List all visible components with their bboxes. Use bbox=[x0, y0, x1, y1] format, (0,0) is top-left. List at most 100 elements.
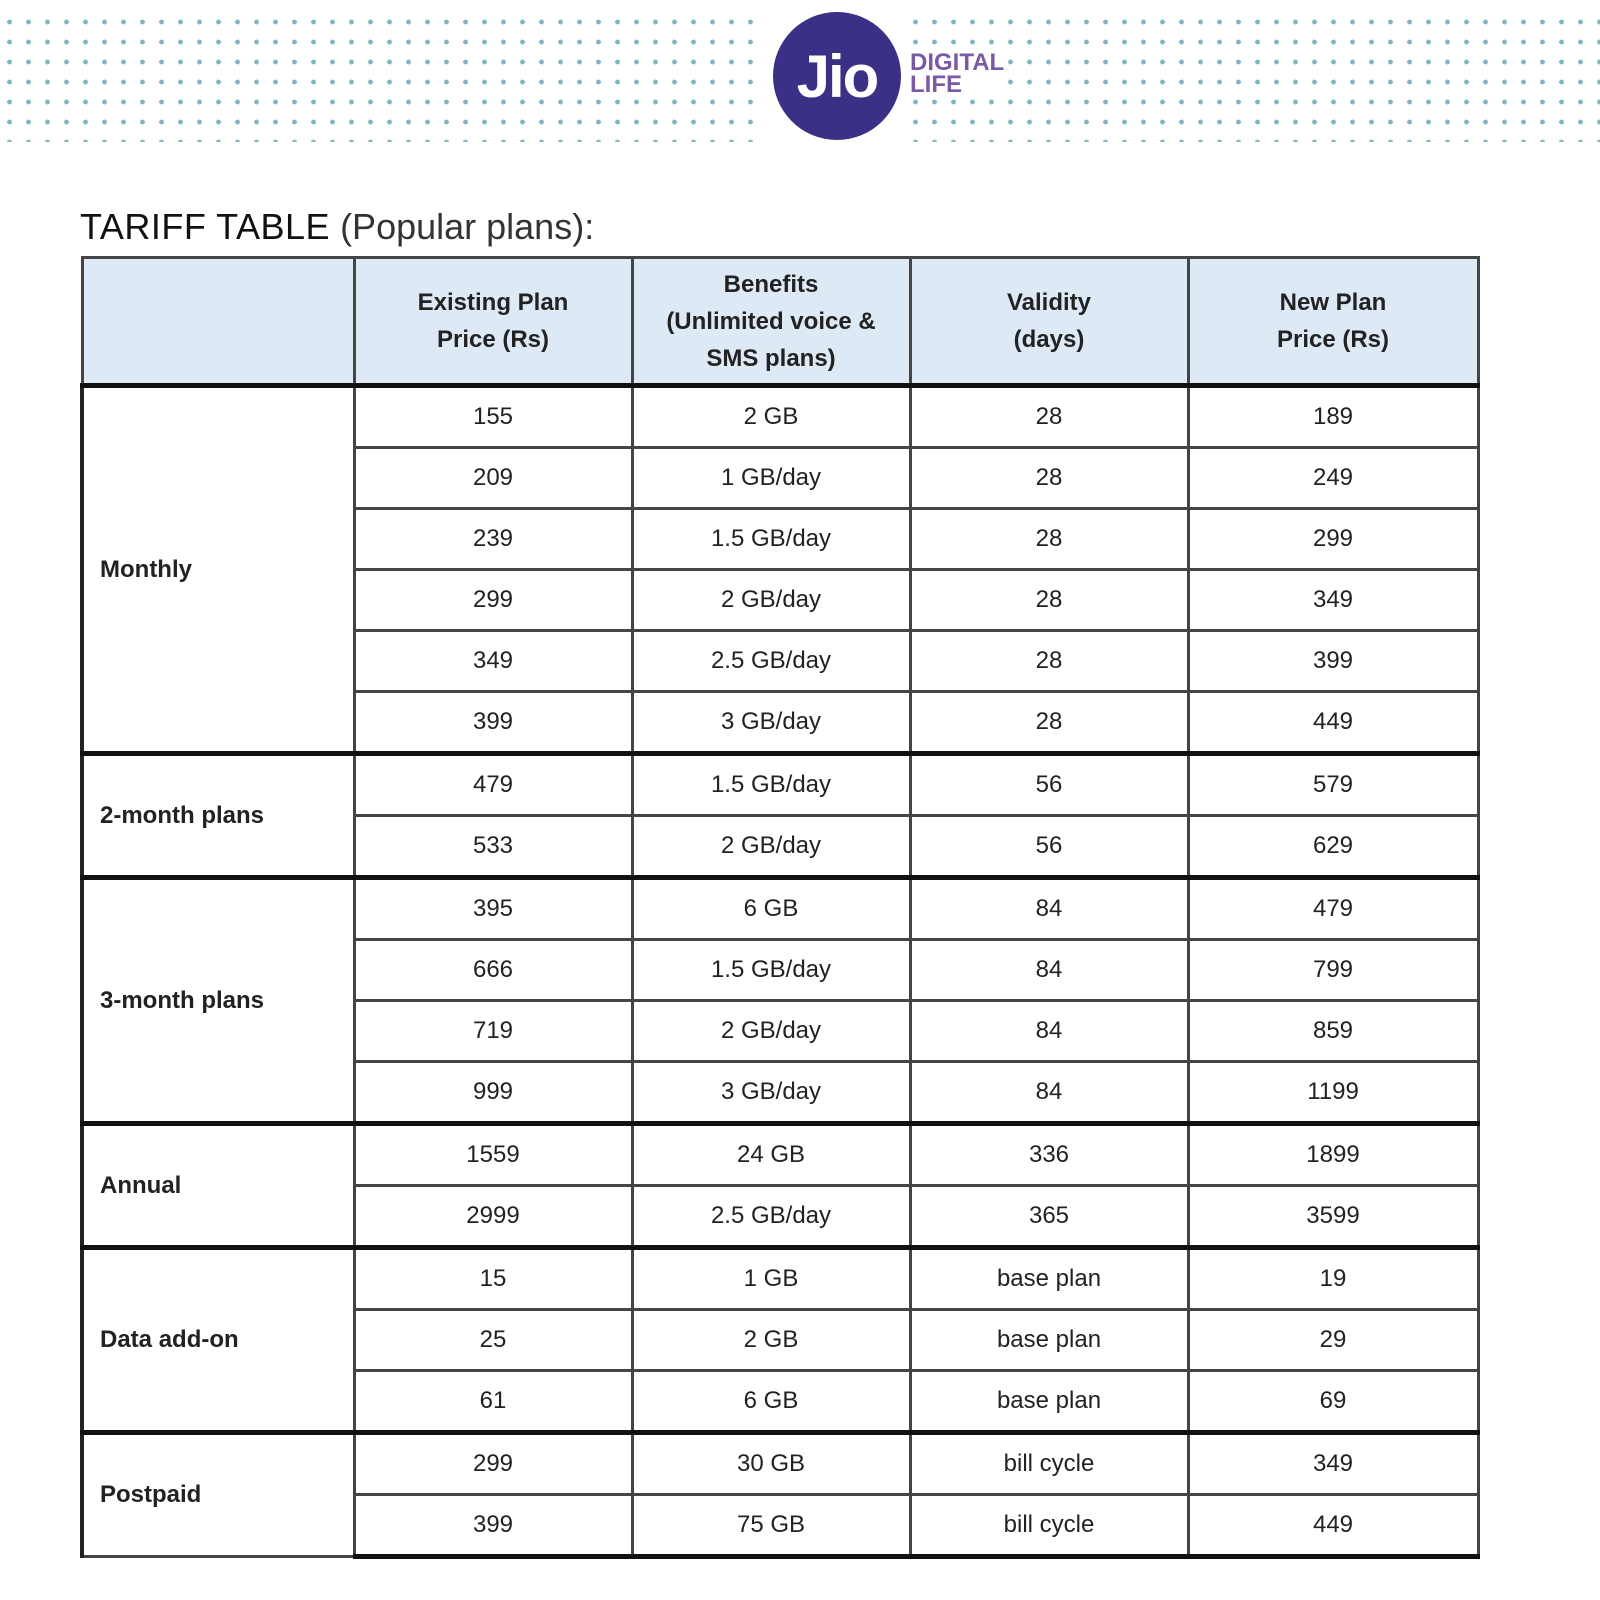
validity-cell: 28 bbox=[908, 629, 1190, 693]
validity-cell: bill cycle bbox=[908, 1493, 1190, 1559]
existing-price-cell: 399 bbox=[352, 690, 634, 755]
new-price-cell: 3599 bbox=[1186, 1184, 1480, 1249]
validity-cell: 28 bbox=[908, 446, 1190, 510]
table-row: 999 3 GB/day 84 1199 bbox=[82, 1060, 1480, 1125]
new-price-cell: 579 bbox=[1186, 751, 1480, 817]
new-price-cell: 29 bbox=[1186, 1308, 1480, 1372]
header-new-price: New Plan Price (Rs) bbox=[1186, 256, 1480, 387]
new-price-cell: 69 bbox=[1186, 1369, 1480, 1434]
table-row: 299 2 GB/day 28 349 bbox=[82, 568, 1480, 632]
table-row: 239 1.5 GB/day 28 299 bbox=[82, 507, 1480, 571]
benefit-cell: 2.5 GB/day bbox=[630, 1184, 912, 1249]
new-price-cell: 299 bbox=[1186, 507, 1480, 571]
header-banner: Jio DIGITAL LIFE bbox=[0, 0, 1600, 160]
plan-group-label: 3-month plans bbox=[80, 875, 356, 1125]
benefit-cell: 2 GB/day bbox=[630, 568, 912, 632]
new-price-cell: 629 bbox=[1186, 814, 1480, 879]
plan-group-label: Monthly bbox=[80, 383, 356, 755]
new-price-cell: 189 bbox=[1186, 383, 1480, 449]
existing-price-cell: 15 bbox=[352, 1245, 634, 1311]
table-row: 399 3 GB/day 28 449 bbox=[82, 690, 1480, 755]
benefit-cell: 1 GB bbox=[630, 1245, 912, 1311]
existing-price-cell: 239 bbox=[352, 507, 634, 571]
plan-group-label: Postpaid bbox=[80, 1430, 356, 1558]
existing-price-cell: 666 bbox=[352, 938, 634, 1002]
benefit-cell: 75 GB bbox=[630, 1493, 912, 1559]
benefit-cell: 1 GB/day bbox=[630, 446, 912, 510]
validity-cell: 56 bbox=[908, 814, 1190, 879]
table-row: 349 2.5 GB/day 28 399 bbox=[82, 629, 1480, 693]
benefit-cell: 2 GB bbox=[630, 1308, 912, 1372]
existing-price-cell: 479 bbox=[352, 751, 634, 817]
validity-cell: 28 bbox=[908, 383, 1190, 449]
page-title: TARIFF TABLE (Popular plans): bbox=[80, 206, 594, 248]
benefit-cell: 1.5 GB/day bbox=[630, 507, 912, 571]
table-row: 2999 2.5 GB/day 365 3599 bbox=[82, 1184, 1480, 1249]
existing-price-cell: 299 bbox=[352, 1430, 634, 1496]
new-price-cell: 349 bbox=[1186, 1430, 1480, 1496]
benefit-cell: 2.5 GB/day bbox=[630, 629, 912, 693]
title-main: TARIFF TABLE bbox=[80, 206, 331, 247]
benefit-cell: 24 GB bbox=[630, 1121, 912, 1187]
existing-price-cell: 25 bbox=[352, 1308, 634, 1372]
new-price-cell: 449 bbox=[1186, 1493, 1480, 1559]
validity-cell: 365 bbox=[908, 1184, 1190, 1249]
benefit-cell: 1.5 GB/day bbox=[630, 938, 912, 1002]
benefit-cell: 6 GB bbox=[630, 1369, 912, 1434]
tagline: DIGITAL LIFE bbox=[908, 51, 1007, 98]
validity-cell: base plan bbox=[908, 1369, 1190, 1434]
validity-cell: 84 bbox=[908, 999, 1190, 1063]
validity-cell: 336 bbox=[908, 1121, 1190, 1187]
jio-logo: Jio bbox=[773, 12, 901, 140]
new-price-cell: 1899 bbox=[1186, 1121, 1480, 1187]
existing-price-cell: 299 bbox=[352, 568, 634, 632]
table-row: 399 75 GB bill cycle 449 bbox=[82, 1493, 1480, 1559]
existing-price-cell: 999 bbox=[352, 1060, 634, 1125]
new-price-cell: 249 bbox=[1186, 446, 1480, 510]
table-row: 2-month plans 479 1.5 GB/day 56 579 bbox=[80, 751, 1480, 879]
table-header-row: Existing Plan Price (Rs) Benefits (Unlim… bbox=[80, 256, 1480, 387]
dot-pattern-right bbox=[906, 12, 1600, 142]
existing-price-cell: 719 bbox=[352, 999, 634, 1063]
table-row: 666 1.5 GB/day 84 799 bbox=[82, 938, 1480, 1002]
new-price-cell: 859 bbox=[1186, 999, 1480, 1063]
table-row: Data add-on 15 1 GB base plan 19 bbox=[80, 1245, 1480, 1434]
table-row: 25 2 GB base plan 29 bbox=[82, 1308, 1480, 1372]
new-price-cell: 449 bbox=[1186, 690, 1480, 755]
benefit-cell: 30 GB bbox=[630, 1430, 912, 1496]
validity-cell: bill cycle bbox=[908, 1430, 1190, 1496]
header-validity: Validity (days) bbox=[908, 256, 1190, 387]
validity-cell: base plan bbox=[908, 1308, 1190, 1372]
tagline-line2: LIFE bbox=[910, 71, 962, 98]
table-row: 61 6 GB base plan 69 bbox=[82, 1369, 1480, 1434]
validity-cell: 28 bbox=[908, 568, 1190, 632]
benefit-cell: 2 GB/day bbox=[630, 999, 912, 1063]
benefit-cell: 3 GB/day bbox=[630, 1060, 912, 1125]
validity-cell: 84 bbox=[908, 875, 1190, 941]
existing-price-cell: 2999 bbox=[352, 1184, 634, 1249]
tariff-table: Existing Plan Price (Rs) Benefits (Unlim… bbox=[80, 256, 1480, 1559]
validity-cell: 84 bbox=[908, 1060, 1190, 1125]
benefit-cell: 2 GB bbox=[630, 383, 912, 449]
existing-price-cell: 61 bbox=[352, 1369, 634, 1434]
validity-cell: base plan bbox=[908, 1245, 1190, 1311]
existing-price-cell: 533 bbox=[352, 814, 634, 879]
header-existing-price: Existing Plan Price (Rs) bbox=[352, 256, 634, 387]
table-row: Monthly 155 2 GB 28 189 bbox=[80, 383, 1480, 755]
validity-cell: 28 bbox=[908, 507, 1190, 571]
table-row: Postpaid 299 30 GB bill cycle 349 bbox=[80, 1430, 1480, 1558]
header-plan-type bbox=[80, 256, 356, 387]
benefit-cell: 6 GB bbox=[630, 875, 912, 941]
dot-pattern-left bbox=[0, 12, 760, 142]
new-price-cell: 1199 bbox=[1186, 1060, 1480, 1125]
benefit-cell: 3 GB/day bbox=[630, 690, 912, 755]
existing-price-cell: 155 bbox=[352, 383, 634, 449]
benefit-cell: 2 GB/day bbox=[630, 814, 912, 879]
new-price-cell: 19 bbox=[1186, 1245, 1480, 1311]
table-row: 533 2 GB/day 56 629 bbox=[82, 814, 1480, 879]
logo-text: Jio bbox=[796, 42, 880, 110]
new-price-cell: 349 bbox=[1186, 568, 1480, 632]
plan-group-label: 2-month plans bbox=[80, 751, 356, 879]
existing-price-cell: 349 bbox=[352, 629, 634, 693]
table-row: Annual 1559 24 GB 336 1899 bbox=[80, 1121, 1480, 1249]
